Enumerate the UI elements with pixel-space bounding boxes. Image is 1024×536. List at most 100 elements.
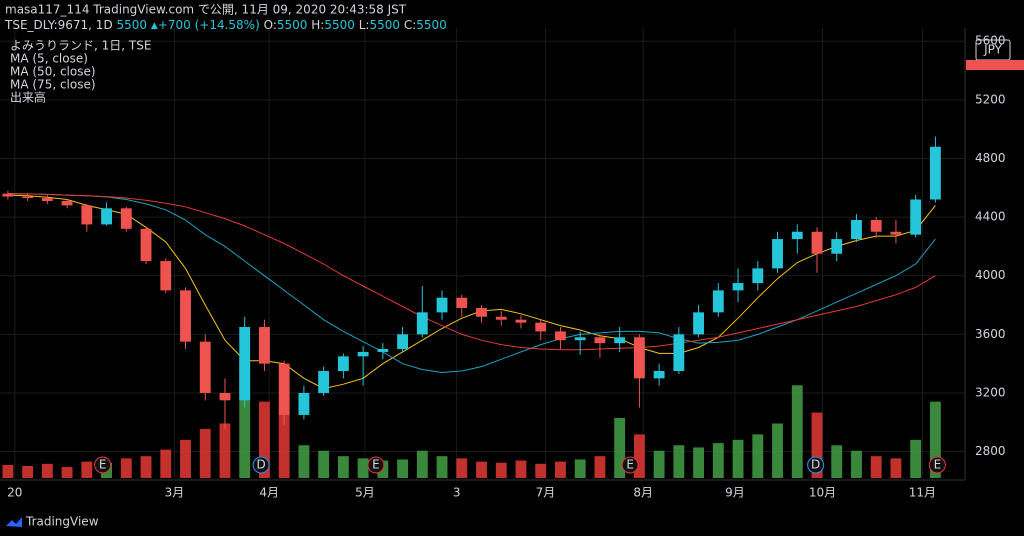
ohlc-value: 5500 — [277, 18, 308, 32]
volume-bar — [337, 456, 349, 478]
currency[interactable]: JPY — [983, 43, 1003, 57]
y-tick-label: 5600 — [975, 34, 1006, 48]
volume-bar — [633, 434, 645, 478]
candle-body — [61, 200, 73, 206]
candle-body — [555, 331, 566, 341]
moving-average — [7, 193, 936, 351]
candle-body — [199, 341, 211, 393]
volume-bar — [199, 428, 211, 478]
y-tick-label: 2800 — [975, 444, 1006, 458]
symbol: TSE_DLY:9671, 1D — [4, 18, 113, 32]
candle-body — [456, 297, 468, 308]
volume-bar — [555, 461, 566, 478]
ohlc-label: O: — [264, 18, 277, 32]
candle-body — [160, 261, 172, 291]
event-marker — [807, 456, 825, 474]
up-arrow: ▲ — [151, 21, 158, 31]
legend-item: 出来高 — [10, 90, 46, 105]
volume-bar — [515, 460, 527, 478]
volume-bar — [357, 458, 369, 478]
footer-logo[interactable]: TradingView — [6, 515, 99, 529]
change: +700 (+14.58%) — [158, 18, 260, 32]
y-tick-label: 4000 — [975, 268, 1006, 282]
volume-bar — [535, 463, 547, 478]
event-marker — [94, 456, 112, 474]
ohlc-label: C: — [404, 18, 416, 32]
volume-bar — [614, 418, 626, 478]
volume-bar — [140, 456, 152, 478]
legend-item: MA (5, close) — [10, 52, 88, 66]
candle-body — [614, 337, 626, 344]
footer-brand[interactable]: TradingView — [25, 515, 99, 529]
y-tick-label: 3200 — [975, 385, 1006, 399]
candle-body — [495, 316, 507, 320]
candle-body — [120, 208, 132, 229]
volume-bar — [791, 385, 803, 478]
grid — [0, 28, 965, 478]
candle-body — [140, 228, 152, 262]
volume-bar — [298, 445, 310, 478]
candle-body — [2, 193, 14, 197]
x-tick-label: 7月 — [536, 486, 556, 500]
volume-bar — [476, 461, 487, 478]
event-label: E — [372, 458, 380, 472]
volume-bar — [732, 439, 744, 478]
candle-body — [337, 356, 349, 371]
candle-body — [101, 208, 112, 225]
volume-bar — [160, 449, 172, 478]
candle-body — [377, 349, 389, 352]
y-tick-label: 4400 — [975, 210, 1006, 224]
volume-bar — [712, 443, 724, 478]
candle-body — [653, 370, 665, 379]
candle-body — [752, 268, 764, 284]
volume-bar — [436, 456, 448, 478]
event-label: E — [934, 458, 942, 472]
x-tick-label: 10月 — [809, 486, 836, 500]
candle-body — [41, 198, 53, 201]
x-tick-label: 8月 — [633, 486, 653, 500]
y-tick-label: 3600 — [975, 327, 1006, 341]
volume-bar — [772, 423, 783, 478]
event-label: D — [811, 458, 820, 472]
volume-bar — [870, 456, 882, 478]
legend-item: よみうりランド, 1日, TSE — [10, 39, 151, 53]
candle-body — [515, 319, 527, 323]
volume-bar — [397, 459, 409, 478]
ohlc-label: H: — [311, 18, 324, 32]
volume-bar — [594, 456, 606, 478]
volume-bar — [831, 445, 843, 478]
candle-body — [22, 196, 34, 199]
candle-body — [633, 337, 645, 379]
volume-bar — [929, 401, 941, 478]
candle-body — [298, 392, 310, 415]
volume-bar — [910, 439, 922, 478]
x-tick-label: 9月 — [725, 486, 745, 500]
candle-body — [890, 231, 902, 235]
ohlc-label: L: — [359, 18, 370, 32]
volume-bar — [259, 401, 270, 478]
event-marker — [252, 456, 270, 474]
moving-average — [7, 193, 936, 374]
event-marker — [367, 456, 385, 474]
volume-bar — [673, 445, 685, 478]
volume-bar — [120, 458, 132, 478]
volume-bar — [574, 459, 586, 478]
event-marker — [621, 456, 639, 474]
last-price: 5500 — [117, 18, 148, 32]
logo[interactable] — [6, 517, 22, 527]
x-tick-label: 3 — [453, 486, 461, 500]
candle-body — [357, 351, 369, 357]
volume-bar — [239, 358, 251, 478]
volume-bar — [851, 450, 862, 478]
x-tick-label: 4月 — [259, 486, 279, 500]
x-tick-label: 11月 — [909, 486, 936, 500]
candle-body — [910, 199, 922, 235]
candle-body — [535, 322, 547, 332]
volume-bar — [219, 423, 231, 478]
volume-bar — [81, 461, 93, 478]
event-label: E — [99, 458, 107, 472]
volume-bar — [278, 412, 290, 478]
legend-item: MA (50, close) — [10, 65, 96, 79]
